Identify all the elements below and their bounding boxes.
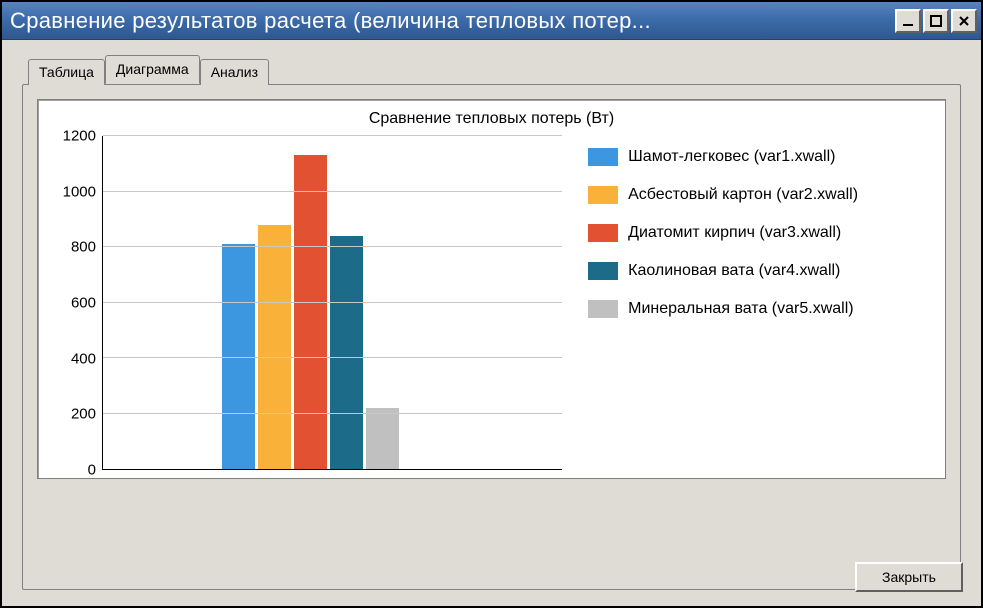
bar	[294, 155, 327, 469]
chart-title: Сравнение тепловых потерь (Вт)	[50, 110, 933, 128]
legend-swatch	[588, 300, 618, 318]
tabs-strip: Таблица Диаграмма Анализ	[22, 58, 961, 84]
gridline	[103, 135, 562, 136]
y-tick-label: 1000	[50, 183, 96, 200]
gridline	[103, 191, 562, 192]
legend-label: Каолиновая вата (var4.xwall)	[628, 262, 840, 280]
y-tick-label: 800	[50, 239, 96, 256]
gridline	[103, 357, 562, 358]
legend-label: Шамот-легковес (var1.xwall)	[628, 148, 835, 166]
close-button[interactable]: Закрыть	[855, 562, 963, 592]
chart-body: 020040060080010001200 Шамот-легковес (va…	[50, 136, 933, 470]
dialog-footer: Закрыть	[855, 562, 963, 592]
app-window: Сравнение результатов расчета (величина …	[0, 0, 983, 608]
tab-label: Анализ	[211, 64, 258, 80]
y-tick-label: 200	[50, 406, 96, 423]
y-tick-label: 600	[50, 295, 96, 312]
legend-item: Минеральная вата (var5.xwall)	[588, 300, 929, 318]
close-button-label: Закрыть	[882, 569, 936, 585]
legend-label: Минеральная вата (var5.xwall)	[628, 300, 853, 318]
window-title: Сравнение результатов расчета (величина …	[10, 8, 895, 34]
y-axis: 020040060080010001200	[50, 136, 102, 470]
tab-table[interactable]: Таблица	[28, 59, 105, 85]
bar	[258, 225, 291, 469]
gridline	[103, 246, 562, 247]
client-area: Таблица Диаграмма Анализ Сравнение тепло…	[2, 40, 981, 606]
bars-layer	[103, 136, 562, 469]
bar	[330, 236, 363, 469]
legend-item: Асбестовый картон (var2.xwall)	[588, 186, 929, 204]
chart-frame: Сравнение тепловых потерь (Вт) 0 200 400 60…	[37, 99, 946, 479]
legend-swatch	[588, 186, 618, 204]
tab-label: Таблица	[39, 64, 94, 80]
y-tick-label: 400	[50, 350, 96, 367]
y-tick-label: 1200	[50, 128, 96, 145]
bar	[366, 408, 399, 469]
window-controls	[895, 9, 977, 33]
legend-swatch	[588, 262, 618, 280]
minimize-icon	[901, 14, 915, 28]
y-tick-label: 0	[50, 462, 96, 479]
legend-swatch	[588, 224, 618, 242]
maximize-button[interactable]	[923, 9, 949, 33]
chart-legend: Шамот-легковес (var1.xwall) Асбестовый ка…	[562, 136, 933, 470]
tab-diagram[interactable]: Диаграмма	[105, 55, 200, 84]
legend-swatch	[588, 148, 618, 166]
titlebar: Сравнение результатов расчета (величина …	[2, 2, 981, 40]
legend-label: Диатомит кирпич (var3.xwall)	[628, 224, 841, 242]
tab-analysis[interactable]: Анализ	[200, 59, 269, 85]
legend-item: Диатомит кирпич (var3.xwall)	[588, 224, 929, 242]
maximize-icon	[929, 14, 943, 28]
plot-region	[102, 136, 562, 470]
tab-label: Диаграмма	[116, 61, 189, 77]
gridline	[103, 413, 562, 414]
tab-panel: Сравнение тепловых потерь (Вт) 0 200 400 60…	[22, 84, 961, 590]
legend-item: Каолиновая вата (var4.xwall)	[588, 262, 929, 280]
close-icon	[957, 14, 971, 28]
legend-item: Шамот-легковес (var1.xwall)	[588, 148, 929, 166]
gridline	[103, 302, 562, 303]
plot-area: 020040060080010001200	[50, 136, 562, 470]
minimize-button[interactable]	[895, 9, 921, 33]
close-window-button[interactable]	[951, 9, 977, 33]
legend-label: Асбестовый картон (var2.xwall)	[628, 186, 858, 204]
gridline	[103, 468, 562, 469]
